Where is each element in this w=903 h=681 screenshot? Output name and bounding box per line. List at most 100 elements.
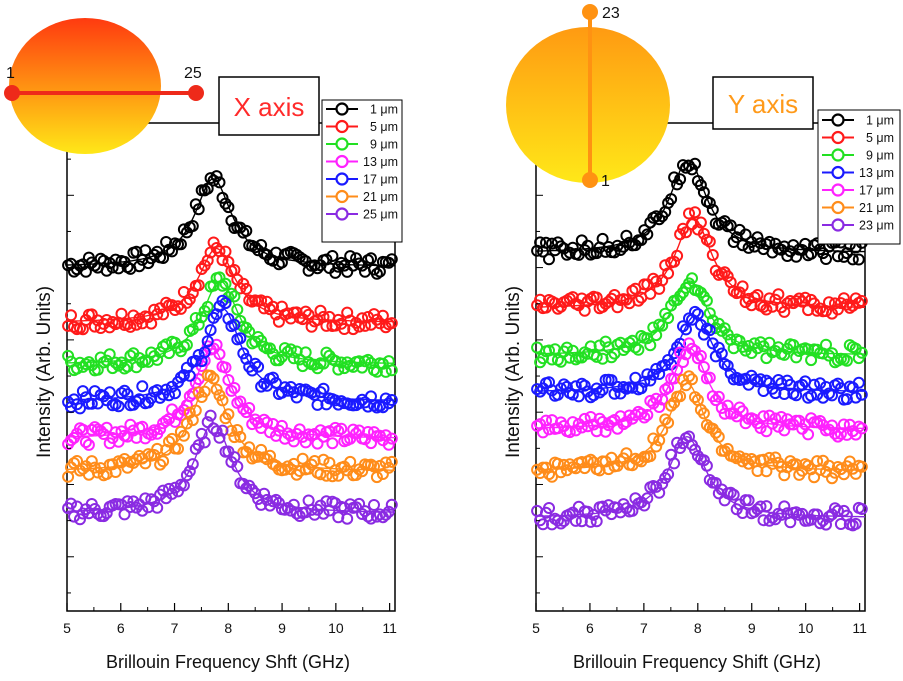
data-point <box>626 504 639 517</box>
data-point <box>183 465 196 478</box>
data-point <box>578 412 591 425</box>
data-point <box>385 317 398 330</box>
data-point <box>332 424 345 437</box>
x-axis-label: Brillouin Frequency Shift (GHz) <box>573 652 821 672</box>
data-point <box>94 425 107 437</box>
data-point <box>620 293 633 306</box>
series-21-μm <box>62 369 398 484</box>
data-point <box>112 435 125 448</box>
data-point <box>805 354 818 367</box>
data-point <box>641 492 654 505</box>
data-point <box>543 468 555 481</box>
data-point <box>593 412 606 425</box>
data-point <box>799 291 812 304</box>
data-point <box>240 282 253 295</box>
data-point <box>656 274 669 287</box>
scan-end-label: 23 <box>602 5 620 22</box>
data-point <box>207 311 220 324</box>
data-point <box>569 424 582 437</box>
data-point <box>691 352 704 365</box>
data-point <box>820 253 832 265</box>
data-point <box>234 314 247 327</box>
data-point <box>198 436 211 449</box>
data-point <box>686 272 698 285</box>
data-point <box>225 287 238 300</box>
data-point <box>805 293 818 306</box>
data-point <box>329 421 342 434</box>
data-point <box>668 457 681 470</box>
data-point <box>201 416 214 429</box>
data-point <box>686 373 698 386</box>
legend-marker <box>831 200 845 215</box>
data-point <box>317 382 330 395</box>
data-point <box>742 241 755 254</box>
legend-marker <box>335 119 349 134</box>
data-point <box>739 228 752 241</box>
data-point <box>644 374 657 387</box>
data-point <box>186 287 199 299</box>
data-point <box>219 197 232 210</box>
data-point <box>608 387 621 400</box>
data-point <box>593 386 606 399</box>
data-point <box>151 501 164 514</box>
data-point <box>106 316 119 328</box>
data-point <box>243 325 256 338</box>
data-point <box>154 458 167 471</box>
x-axis-ticks-left: 5 6 7 8 9 10 11 <box>63 603 397 636</box>
data-point <box>647 368 660 381</box>
data-point <box>635 382 648 395</box>
data-point <box>281 502 294 514</box>
data-point <box>160 296 173 309</box>
data-point <box>270 308 282 321</box>
data-point <box>620 502 633 515</box>
title-box <box>218 76 320 136</box>
data-point <box>650 275 663 288</box>
legend-entry: 9 μm <box>822 148 894 163</box>
data-point <box>840 354 853 367</box>
data-point <box>605 374 618 387</box>
data-point <box>222 408 235 421</box>
data-point <box>130 501 143 514</box>
data-point <box>584 515 597 528</box>
data-point <box>760 303 773 316</box>
data-point <box>715 402 728 414</box>
data-point <box>599 335 612 348</box>
data-point <box>85 455 98 468</box>
data-point <box>347 323 360 336</box>
legend-right: 1 μm 5 μm 9 μm 13 μm 17 μm 21 μm 23 μm <box>822 113 894 233</box>
data-point <box>703 474 716 486</box>
x-tick-label: 5 <box>532 620 540 636</box>
data-point <box>234 430 247 443</box>
data-point <box>365 252 377 265</box>
data-point <box>668 255 681 268</box>
data-point <box>656 319 669 332</box>
data-point <box>849 517 862 530</box>
data-point <box>287 352 300 365</box>
data-point <box>157 340 170 353</box>
legend-marker <box>831 218 845 232</box>
data-point <box>195 263 208 275</box>
data-point <box>76 423 89 436</box>
data-point <box>855 388 868 401</box>
data-point <box>180 417 193 430</box>
data-point <box>587 508 600 521</box>
series-13-μm <box>531 305 868 406</box>
data-marks-right <box>531 157 868 532</box>
legend-entry: 25 μm <box>326 207 398 222</box>
data-point <box>814 377 827 390</box>
x-tick-label: 7 <box>640 620 648 636</box>
data-point <box>855 295 868 307</box>
y-axis-label: Intensity (Arb. Units) <box>34 286 55 458</box>
data-point <box>590 515 603 528</box>
data-point <box>554 466 567 479</box>
data-point <box>689 157 701 170</box>
data-point <box>255 334 268 347</box>
data-point <box>703 371 716 384</box>
data-point <box>311 262 324 275</box>
data-point <box>121 388 134 401</box>
data-point <box>139 244 152 257</box>
data-point <box>373 265 386 278</box>
data-point <box>365 357 377 369</box>
data-point <box>715 324 728 337</box>
data-point <box>834 518 847 530</box>
